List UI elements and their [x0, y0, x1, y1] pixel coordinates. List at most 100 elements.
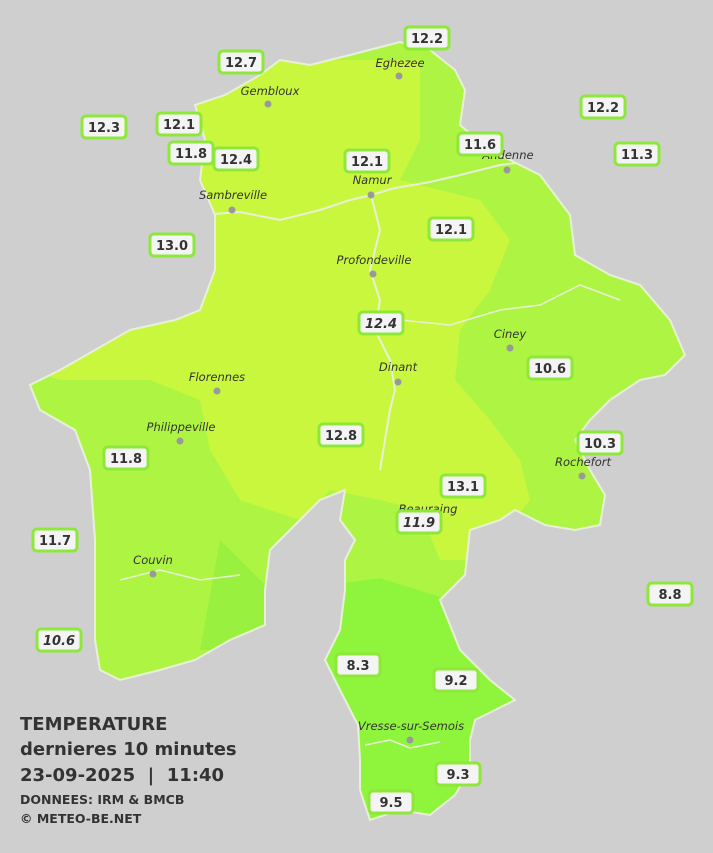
- town-dot: [264, 100, 272, 108]
- station-box: [155, 111, 203, 137]
- station: 8.3: [334, 652, 382, 678]
- station: 12.1: [427, 216, 475, 242]
- station-value: 12.1: [351, 155, 383, 170]
- stations: 12.2 12.7 12.3 12.1 11.8 12.4 12.1 11.6 12.2 11.3…: [31, 25, 694, 815]
- legend-block: TEMPERATURE dernieres 10 minutes 23-09-2…: [20, 714, 237, 826]
- station-box: [403, 25, 451, 51]
- station-value: 10.6: [43, 634, 75, 649]
- station: 12.2: [579, 94, 627, 120]
- station-box: [395, 509, 443, 535]
- station-value: 10.6: [534, 362, 566, 377]
- town-dot: [578, 472, 586, 480]
- town-dot: [228, 206, 236, 214]
- station-value: 9.2: [444, 674, 467, 689]
- station-value: 12.4: [365, 317, 397, 332]
- town-label: Rochefort: [555, 455, 612, 469]
- station-box: [576, 430, 624, 456]
- town-label: Gembloux: [241, 84, 300, 98]
- station: 10.3: [576, 430, 624, 456]
- station-box: [434, 761, 482, 787]
- station: 12.1: [343, 148, 391, 174]
- station-box: [456, 131, 504, 157]
- station-box: [367, 789, 415, 815]
- station: 11.8: [167, 140, 215, 166]
- copyright: © METEO-BE.NET: [20, 811, 142, 826]
- station-box: [217, 49, 265, 75]
- station-value: 9.5: [379, 796, 402, 811]
- station-box: [439, 473, 487, 499]
- town-label: Florennes: [189, 370, 245, 384]
- station-value: 12.7: [225, 56, 257, 71]
- station-box: [343, 148, 391, 174]
- station-value: 8.8: [658, 588, 681, 603]
- town-dot: [506, 344, 514, 352]
- station: 8.8: [646, 581, 694, 607]
- station-value: 8.3: [346, 659, 369, 674]
- town-dot: [406, 736, 414, 744]
- station-box: [646, 581, 694, 607]
- title: TEMPERATURE: [20, 714, 167, 735]
- station-box: [613, 141, 661, 167]
- station-value: 11.3: [621, 148, 653, 163]
- station-box: [35, 627, 83, 653]
- station-value: 11.8: [110, 452, 142, 467]
- station-box: [427, 216, 475, 242]
- town-dot: [213, 387, 221, 395]
- station: 12.2: [403, 25, 451, 51]
- station: 12.1: [155, 111, 203, 137]
- station-box: [148, 232, 196, 258]
- station-value: 12.3: [88, 121, 120, 136]
- station: 13.0: [148, 232, 196, 258]
- town-dot: [149, 570, 157, 578]
- station-value: 12.1: [435, 223, 467, 238]
- town-label: Dinant: [379, 360, 418, 374]
- town-label: Vresse-sur-Semois: [358, 719, 464, 733]
- station-box: [334, 652, 382, 678]
- station: 10.6: [526, 355, 574, 381]
- station: 11.9: [395, 509, 443, 535]
- station-box: [317, 422, 365, 448]
- town-label: Ciney: [494, 327, 527, 341]
- station: 9.5: [367, 789, 415, 815]
- station: 10.6: [35, 627, 83, 653]
- station-box: [102, 445, 150, 471]
- station: 12.3: [80, 114, 128, 140]
- station-value: 13.1: [447, 480, 479, 495]
- station-value: 11.6: [464, 138, 496, 153]
- station-value: 12.2: [411, 32, 443, 47]
- station-box: [357, 310, 405, 336]
- river-bocq: [399, 284, 621, 326]
- town-label: Profondeville: [337, 253, 412, 267]
- station: 12.4: [357, 310, 405, 336]
- station: 12.7: [217, 49, 265, 75]
- station-box: [432, 667, 480, 693]
- station-value: 12.4: [220, 153, 252, 168]
- station: 12.4: [212, 146, 260, 172]
- source: DONNEES: IRM & BMCB: [20, 792, 184, 807]
- station-box: [579, 94, 627, 120]
- town-label: Couvin: [133, 553, 173, 567]
- station: 12.8: [317, 422, 365, 448]
- subtitle: dernieres 10 minutes: [20, 739, 237, 760]
- town-dot: [503, 166, 511, 174]
- town-label: Sambreville: [199, 188, 267, 202]
- station-box: [80, 114, 128, 140]
- station: 13.1: [439, 473, 487, 499]
- town-dot: [394, 378, 402, 386]
- town-dot: [369, 270, 377, 278]
- station-value: 9.3: [446, 768, 469, 783]
- town-dot: [395, 72, 403, 80]
- town-dot: [367, 191, 375, 199]
- town-label: Philippeville: [147, 420, 216, 434]
- towns: EghezeeGemblouxAndenneNamurSambrevillePr…: [133, 56, 612, 744]
- river-meuse: [368, 194, 397, 471]
- river-couvin: [119, 569, 241, 581]
- station: 9.2: [432, 667, 480, 693]
- station-box: [212, 146, 260, 172]
- station-value: 13.0: [156, 239, 188, 254]
- town-dot: [176, 437, 184, 445]
- station-value: 12.2: [587, 101, 619, 116]
- station-value: 12.1: [163, 118, 195, 133]
- timestamp: 23-09-2025 | 11:40: [20, 765, 224, 786]
